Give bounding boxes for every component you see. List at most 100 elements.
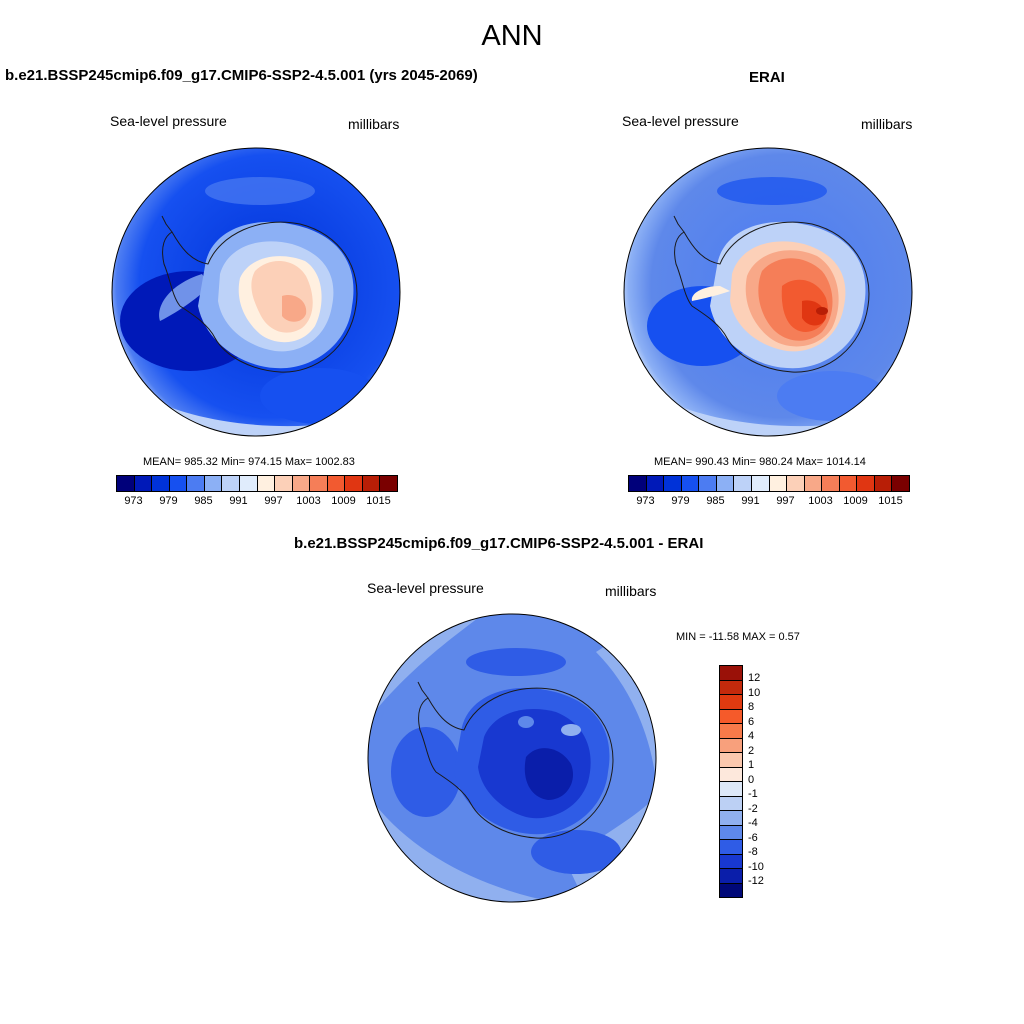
model-colorbar-tick-label: 985 (194, 495, 213, 507)
diff-colorbar-swatch (720, 825, 742, 840)
diff-colorbar-tick-label: 12 (748, 672, 761, 684)
diff-colorbar-tick-label: -6 (748, 831, 758, 844)
obs-colorbar-tick-label: 997 (776, 495, 795, 507)
model-colorbar-swatch (239, 476, 258, 491)
diff-colorbar-tick-label: 4 (748, 730, 755, 742)
diff-colorbar (719, 665, 743, 898)
obs-colorbar-swatch (857, 476, 875, 491)
obs-colorbar-swatch (769, 476, 788, 491)
model-colorbar-swatch (275, 476, 293, 491)
diff-colorbar-swatch (720, 854, 742, 869)
model-colorbar-swatch (345, 476, 363, 491)
obs-colorbar-swatch (646, 476, 665, 491)
diff-colorbar-swatch (720, 840, 742, 855)
obs-colorbar-ticks: 973 979 985 991 997 1003 1009 1015 (628, 495, 910, 509)
obs-variable-label: Sea-level pressure (622, 113, 739, 129)
diff-colorbar-swatch (720, 782, 742, 797)
obs-colorbar-tick-label: 991 (741, 495, 760, 507)
model-colorbar-swatch (117, 476, 135, 491)
obs-colorbar-swatch (664, 476, 682, 491)
diff-colorbar-tick-label: 6 (748, 715, 755, 728)
model-colorbar-tick-label: 997 (264, 495, 283, 507)
model-colorbar-tick-label: 973 (124, 495, 143, 507)
obs-panel-title: ERAI (749, 69, 785, 86)
diff-colorbar-swatch (720, 753, 742, 768)
obs-colorbar-swatch (822, 476, 840, 491)
model-colorbar-swatch (134, 476, 153, 491)
diff-units-label: millibars (605, 583, 657, 599)
diff-colorbar-swatch (720, 695, 742, 710)
diff-colorbar-swatch (720, 666, 742, 681)
obs-units-label: millibars (861, 116, 913, 132)
diff-colorbar-tick-label: 1 (748, 759, 755, 771)
diff-colorbar-ticks: 12 10 8 6 4 2 1 0 -1 -2 -4 -6 -8 -10 -12 (748, 672, 788, 902)
obs-colorbar-swatch (804, 476, 823, 491)
diff-colorbar-tick-label: -4 (748, 817, 758, 829)
diff-colorbar-swatch (720, 811, 742, 826)
diff-stats: MIN = -11.58 MAX = 0.57 (676, 631, 800, 643)
diff-colorbar-tick-label: 10 (748, 686, 761, 699)
obs-colorbar-swatch (734, 476, 752, 491)
obs-colorbar-swatch (699, 476, 717, 491)
model-map (111, 147, 401, 437)
obs-colorbar-tick-label: 973 (636, 495, 655, 507)
obs-colorbar-swatch (839, 476, 858, 491)
model-colorbar-swatch (222, 476, 240, 491)
model-units-label: millibars (348, 116, 400, 132)
obs-colorbar-swatch (892, 476, 909, 491)
model-colorbar-swatch (187, 476, 205, 491)
model-colorbar-tick-label: 991 (229, 495, 248, 507)
model-panel-title: b.e21.BSSP245cmip6.f09_g17.CMIP6-SSP2-4.… (5, 67, 478, 84)
obs-colorbar-swatch (787, 476, 805, 491)
diff-colorbar-tick-label: -12 (748, 875, 764, 887)
diff-colorbar-swatch (720, 869, 742, 884)
model-colorbar-swatch (152, 476, 170, 491)
figure-title: ANN (481, 20, 543, 52)
diff-colorbar-tick-label: 8 (748, 701, 755, 713)
model-colorbar-ticks: 973 979 985 991 997 1003 1009 1015 (116, 495, 398, 509)
diff-colorbar-swatch (720, 883, 742, 897)
model-colorbar-swatch (380, 476, 397, 491)
diff-colorbar-tick-label: 2 (748, 744, 755, 757)
diff-colorbar-tick-label: -1 (748, 788, 758, 800)
model-colorbar-swatch (169, 476, 188, 491)
model-colorbar-tick-label: 1009 (331, 495, 356, 507)
diff-variable-label: Sea-level pressure (367, 580, 484, 596)
diff-colorbar-swatch (720, 724, 742, 739)
model-colorbar-swatch (257, 476, 276, 491)
obs-colorbar-swatch (874, 476, 893, 491)
diff-colorbar-tick-label: -8 (748, 846, 758, 858)
obs-colorbar-tick-label: 1009 (843, 495, 868, 507)
model-colorbar-swatch (310, 476, 328, 491)
obs-colorbar-tick-label: 1003 (808, 495, 833, 507)
diff-colorbar-tick-label: 0 (748, 773, 755, 786)
model-colorbar-tick-label: 1003 (296, 495, 321, 507)
diff-colorbar-swatch (720, 767, 742, 782)
obs-colorbar-swatch (681, 476, 700, 491)
model-colorbar (116, 475, 398, 492)
diff-colorbar-swatch (720, 796, 742, 811)
model-variable-label: Sea-level pressure (110, 113, 227, 129)
model-colorbar-swatch (204, 476, 223, 491)
model-colorbar-swatch (292, 476, 311, 491)
model-colorbar-swatch (327, 476, 346, 491)
obs-stats: MEAN= 990.43 Min= 980.24 Max= 1014.14 (654, 456, 866, 468)
diff-colorbar-swatch (720, 709, 742, 724)
obs-colorbar-tick-label: 985 (706, 495, 725, 507)
obs-colorbar-swatch (629, 476, 647, 491)
obs-colorbar-tick-label: 1015 (878, 495, 903, 507)
model-colorbar-tick-label: 979 (159, 495, 178, 507)
diff-map (367, 613, 657, 903)
diff-colorbar-tick-label: -10 (748, 860, 764, 873)
obs-colorbar-swatch (751, 476, 770, 491)
diff-panel-title: b.e21.BSSP245cmip6.f09_g17.CMIP6-SSP2-4.… (294, 535, 704, 552)
diff-colorbar-tick-label: -2 (748, 802, 758, 815)
diff-colorbar-swatch (720, 738, 742, 753)
obs-colorbar-tick-label: 979 (671, 495, 690, 507)
diff-colorbar-swatch (720, 680, 742, 695)
obs-colorbar-swatch (716, 476, 735, 491)
model-stats: MEAN= 985.32 Min= 974.15 Max= 1002.83 (143, 456, 355, 468)
obs-colorbar (628, 475, 910, 492)
model-colorbar-tick-label: 1015 (366, 495, 391, 507)
obs-map (623, 147, 913, 437)
